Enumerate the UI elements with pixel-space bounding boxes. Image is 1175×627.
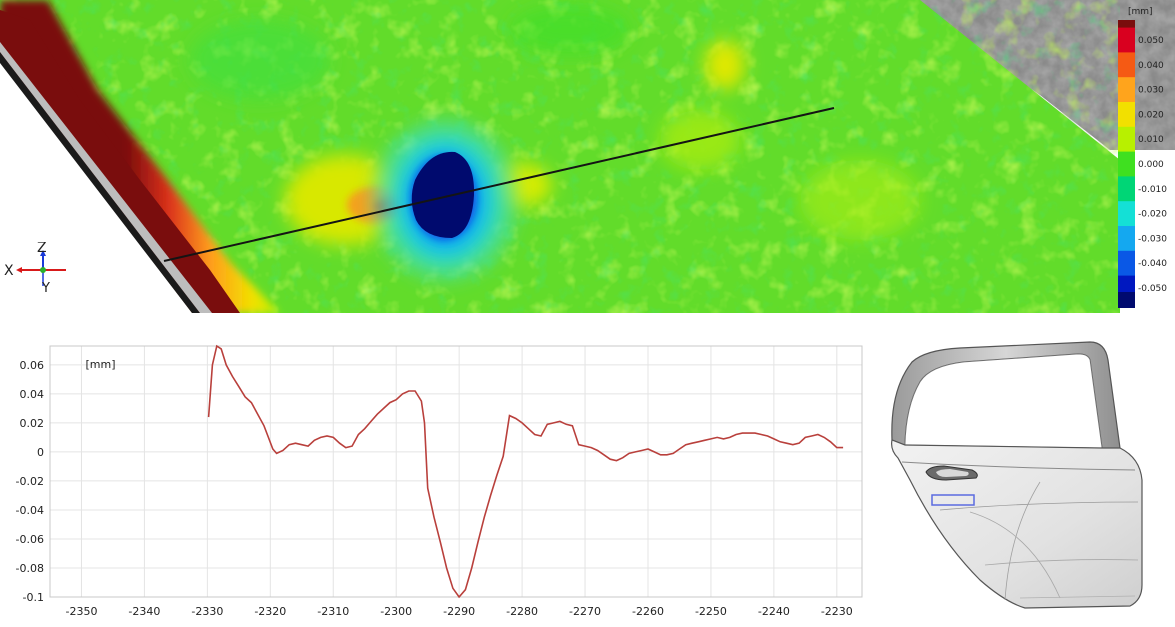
section-profile-chart[interactable]: 0.06 0.04 0.02 0 -0.02 -0.04 -0.06 -0.08 -0.1 -2…: [0, 330, 880, 623]
x-tick-label: -2230: [821, 605, 853, 618]
x-axis-label: X: [4, 263, 14, 279]
colorbar-tick-label: 0.030: [1138, 86, 1164, 96]
y-tick-label: -0.02: [16, 475, 44, 488]
colorbar-segment: [1118, 52, 1135, 78]
colorbar-tick-label: 0.000: [1138, 160, 1164, 170]
profile-chart-svg: 0.06 0.04 0.02 0 -0.02 -0.04 -0.06 -0.08 -0.1 -2…: [16, 344, 863, 618]
door-skin: [891, 439, 1143, 609]
inspected-region-marker[interactable]: [931, 494, 975, 506]
colorbar-tick-label: -0.020: [1138, 210, 1167, 220]
y-tick-label: 0.06: [20, 359, 45, 372]
colorbar-segment: [1118, 27, 1135, 53]
colorbar-unit: [mm]: [1128, 7, 1153, 17]
x-tick-label: -2310: [317, 605, 349, 618]
y-tick-label: 0.02: [20, 417, 45, 430]
x-tick-label: -2350: [65, 605, 97, 618]
colorbar-segment: [1118, 126, 1135, 153]
origin-dot: [40, 267, 46, 273]
z-axis-label: Z: [37, 242, 47, 256]
colorbar-tick-label: 0.050: [1138, 36, 1164, 46]
x-tick-label: -2260: [632, 605, 664, 618]
colorbar-segment: [1118, 151, 1135, 177]
door-model: [891, 341, 1143, 609]
colorbar-tick-label: -0.030: [1138, 234, 1167, 244]
y-tick-label: -0.06: [16, 533, 44, 546]
colorbar-tick-label: 0.040: [1138, 61, 1164, 71]
y-tick-label: 0: [37, 446, 44, 459]
door-overview-thumbnail[interactable]: [880, 330, 1175, 623]
edge-deviation-band: [0, 0, 280, 313]
x-tick-label: -2280: [506, 605, 538, 618]
colorbar-tick-label: -0.040: [1138, 259, 1167, 269]
colorbar-tick-label: 0.010: [1138, 135, 1164, 145]
colorbar-segment: [1118, 176, 1135, 202]
colorbar: [mm] 0.050 0.040 0.030 0.020 0.010 0.000 -0.01…: [1118, 7, 1167, 308]
colorbar-segment: [1118, 250, 1135, 277]
colorbar-segment: [1118, 226, 1135, 252]
deviation-heatmap-view[interactable]: [mm] 0.050 0.040 0.030 0.020 0.010 0.000 -0.01…: [0, 0, 1175, 313]
x-tick-label: -2320: [254, 605, 286, 618]
dent-core: [411, 151, 475, 238]
x-tick-label: -2300: [380, 605, 412, 618]
x-tick-label: -2250: [695, 605, 727, 618]
colorbar-segment: [1118, 77, 1135, 103]
window-opening: [904, 353, 1103, 449]
deviation-heatmap: [mm] 0.050 0.040 0.030 0.020 0.010 0.000 -0.01…: [0, 0, 1175, 313]
colorbar-under-swatch: [1118, 292, 1135, 308]
x-tick-label: -2270: [569, 605, 601, 618]
x-tick-label: -2330: [191, 605, 223, 618]
y-tick-label: 0.04: [20, 388, 45, 401]
colorbar-tick-label: -0.050: [1138, 284, 1167, 294]
colorbar-segment: [1118, 201, 1135, 227]
plot-area: [49, 345, 863, 598]
y-tick-label: -0.04: [16, 504, 44, 517]
chart-unit-label: [mm]: [85, 358, 115, 371]
y-tick-label: -0.08: [16, 562, 44, 575]
section-line[interactable]: [163, 107, 835, 262]
y-axis-label: Y: [41, 281, 50, 296]
x-tick-label: -2340: [128, 605, 160, 618]
colorbar-segment: [1118, 102, 1135, 128]
colorbar-tick-label: 0.020: [1138, 110, 1164, 120]
deviation-profile-line: [207, 344, 844, 599]
y-ticks: 0.06 0.04 0.02 0 -0.02 -0.04 -0.06 -0.08 -0.1: [16, 359, 44, 604]
colorbar-tick-label: -0.010: [1138, 185, 1167, 195]
chart-grid: [50, 346, 862, 598]
x-ticks: -2350 -2340 -2330 -2320 -2310 -2300 -2290 -2280…: [65, 605, 852, 618]
axis-triad[interactable]: Z X Y: [2, 242, 72, 298]
x-tick-label: -2240: [758, 605, 790, 618]
y-tick-label: -0.1: [23, 591, 44, 604]
x-tick-label: -2290: [443, 605, 475, 618]
